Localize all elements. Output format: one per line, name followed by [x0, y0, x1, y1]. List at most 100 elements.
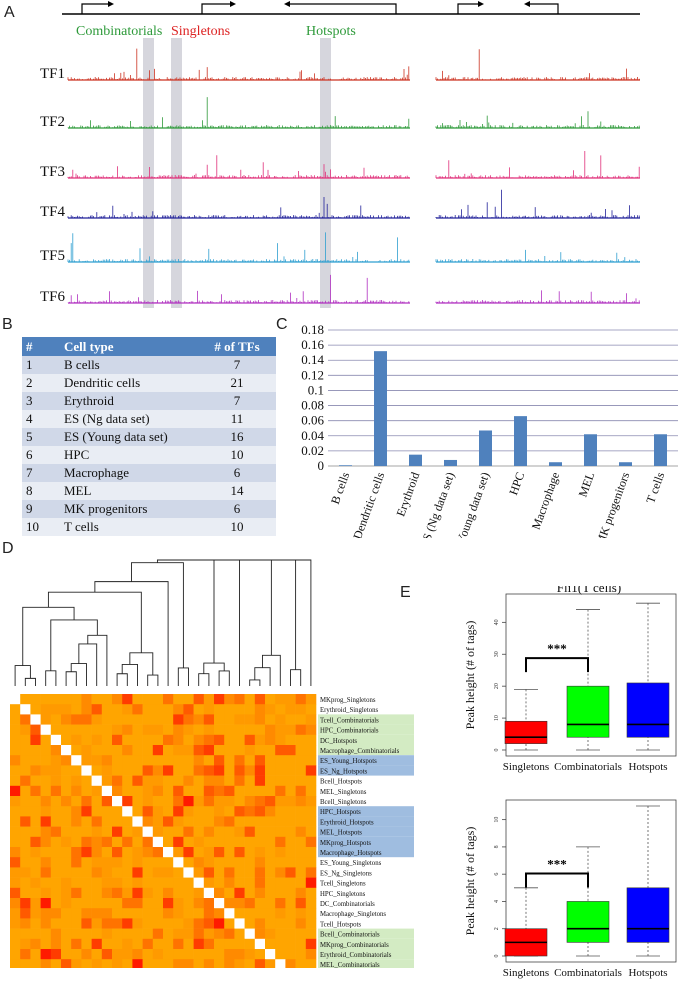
bar-t-cells	[654, 434, 667, 466]
heatmap-cell	[132, 887, 143, 899]
heatmap-cell	[132, 734, 143, 746]
heatmap-cell	[101, 826, 113, 838]
heatmap-cell	[224, 714, 235, 725]
heatmap-cell	[40, 796, 52, 807]
heatmap-cell	[71, 959, 82, 968]
row-tf-count: 6	[198, 464, 276, 482]
label-highlight-blue	[318, 765, 414, 776]
heatmap-cell	[163, 796, 174, 807]
heatmap-cell	[295, 704, 307, 715]
heatmap-cell	[142, 918, 154, 929]
heatmap-cell	[183, 928, 194, 940]
heatmap-cell	[305, 949, 317, 960]
panel-a-letter: A	[4, 4, 15, 21]
heatmap-cell	[132, 847, 143, 858]
heatmap-cell	[163, 785, 174, 797]
heatmap-cell	[244, 826, 256, 838]
heatmap-cell	[163, 877, 174, 889]
heatmap-cell	[265, 826, 276, 838]
heatmap-cell	[295, 959, 307, 968]
heatmap-cell	[81, 785, 92, 797]
heatmap-cell	[81, 724, 92, 736]
heatmap-cell	[193, 745, 205, 756]
heatmap-cell	[214, 694, 225, 705]
heatmap-cell	[112, 755, 123, 766]
heatmap-cell	[295, 796, 307, 807]
heatmap-cell	[275, 694, 286, 705]
row-index: 1	[22, 356, 60, 374]
heatmap-cell	[183, 847, 194, 858]
heatmap-cell	[163, 898, 174, 909]
heatmap-cell	[61, 949, 72, 960]
heatmap-cell	[275, 775, 286, 787]
heatmap-cell	[265, 928, 276, 940]
row-index: 10	[22, 518, 60, 536]
heatmap-cell	[173, 816, 184, 827]
heatmap-cell	[203, 816, 215, 827]
heatmap-cell	[142, 867, 154, 878]
heatmap-cell	[173, 714, 184, 725]
heatmap-cell	[163, 867, 174, 878]
heatmap-cell	[265, 867, 276, 878]
heatmap-cell	[203, 938, 215, 950]
heatmap-cell	[122, 714, 133, 725]
heatmap-cell	[122, 918, 133, 929]
heatmap-cell	[244, 938, 256, 950]
heatmap-cell	[173, 887, 184, 899]
heatmap-cell	[30, 836, 41, 848]
heatmap-cell	[152, 765, 164, 776]
table-row: 7 Macrophage 6	[22, 464, 276, 482]
heatmap-cell	[112, 765, 123, 776]
heatmap-row-label: Tcell_Combinatorials	[320, 717, 379, 724]
heatmap-cell	[183, 918, 194, 929]
y-tick-label: 0.18	[301, 322, 324, 337]
heatmap-cell	[265, 734, 276, 746]
heatmap-cell	[234, 704, 245, 715]
row-index: 9	[22, 500, 60, 518]
heatmap-cell	[305, 734, 317, 746]
heatmap-cell	[254, 959, 266, 968]
heatmap-cell	[81, 755, 92, 766]
heatmap-cell	[40, 836, 52, 848]
heatmap-cell	[71, 867, 82, 878]
heatmap-cell	[112, 724, 123, 736]
heatmap-cell	[214, 796, 225, 807]
heatmap-cell	[163, 949, 174, 960]
heatmap-cell	[275, 765, 286, 776]
heatmap-cell	[234, 867, 245, 878]
heatmap-cell	[285, 775, 296, 787]
heatmap-cell	[285, 918, 296, 929]
heatmap-cell	[305, 928, 317, 940]
heatmap-cell	[214, 928, 225, 940]
heatmap-cell	[163, 765, 174, 776]
heatmap-cell	[265, 724, 276, 736]
heatmap-cell	[295, 816, 307, 827]
heatmap-cell	[61, 959, 72, 968]
bar-es-young-data-set-	[479, 430, 492, 466]
heatmap-cell	[203, 826, 215, 838]
heatmap-cell	[244, 918, 256, 929]
heatmap-cell	[132, 785, 143, 797]
heatmap-cell	[254, 765, 266, 776]
heatmap-cell	[101, 755, 113, 766]
heatmap-cell	[10, 847, 21, 858]
heatmap-cell	[20, 714, 31, 725]
heatmap-cell	[275, 847, 286, 858]
heatmap-cell	[203, 785, 215, 797]
heatmap-cell	[81, 714, 92, 725]
heatmap-cell	[244, 785, 256, 797]
heatmap-cell	[214, 755, 225, 766]
y-tick-label: 0	[494, 749, 500, 752]
dendrogram-branch	[78, 643, 98, 686]
label-highlight-blue	[318, 847, 414, 858]
heatmap-cell	[285, 826, 296, 838]
heatmap-cell	[142, 949, 154, 960]
heatmap-cell	[20, 826, 31, 838]
track-signal	[67, 155, 410, 178]
heatmap-cell	[285, 887, 296, 899]
heatmap-cell	[152, 918, 164, 929]
heatmap-cell	[254, 949, 266, 960]
heatmap-cell	[244, 867, 256, 878]
heatmap-cell	[234, 796, 245, 807]
heatmap-cell	[71, 755, 82, 766]
